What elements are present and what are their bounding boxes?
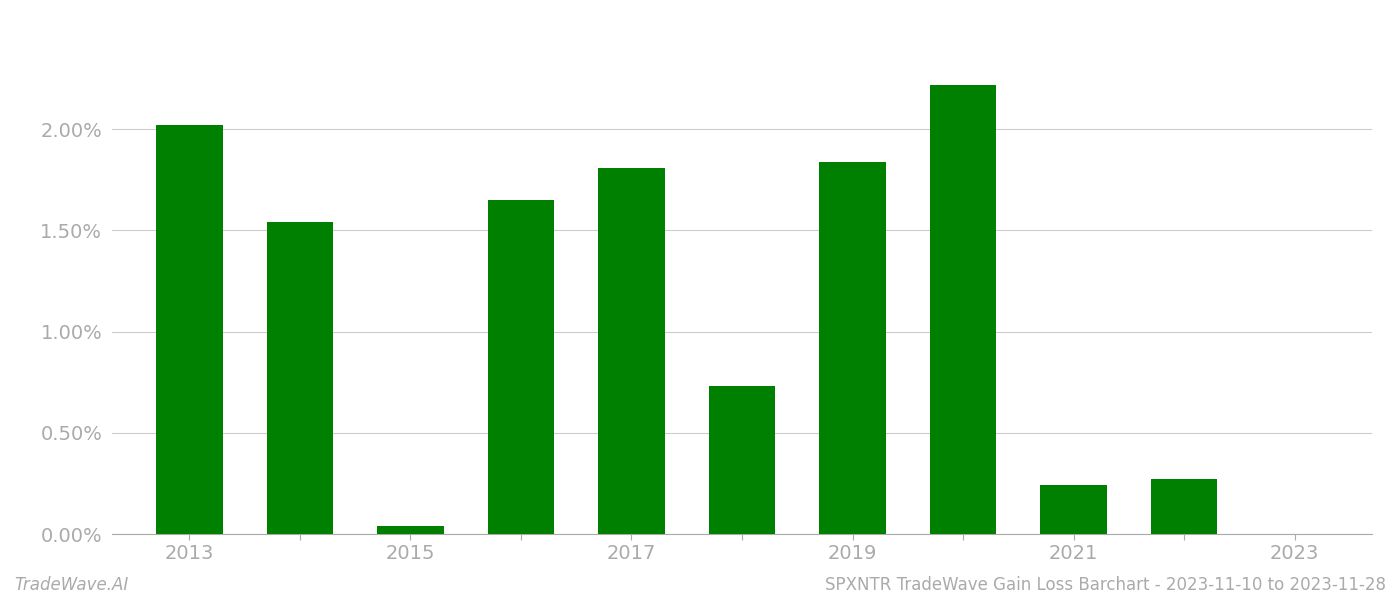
- Bar: [267, 223, 333, 534]
- Text: SPXNTR TradeWave Gain Loss Barchart - 2023-11-10 to 2023-11-28: SPXNTR TradeWave Gain Loss Barchart - 20…: [825, 576, 1386, 594]
- Bar: [157, 125, 223, 534]
- Bar: [598, 168, 665, 534]
- Bar: [487, 200, 554, 534]
- Bar: [930, 85, 997, 534]
- Bar: [1040, 485, 1107, 534]
- Bar: [377, 526, 444, 534]
- Bar: [1151, 479, 1217, 534]
- Bar: [708, 386, 776, 534]
- Text: TradeWave.AI: TradeWave.AI: [14, 576, 129, 594]
- Bar: [819, 161, 886, 534]
